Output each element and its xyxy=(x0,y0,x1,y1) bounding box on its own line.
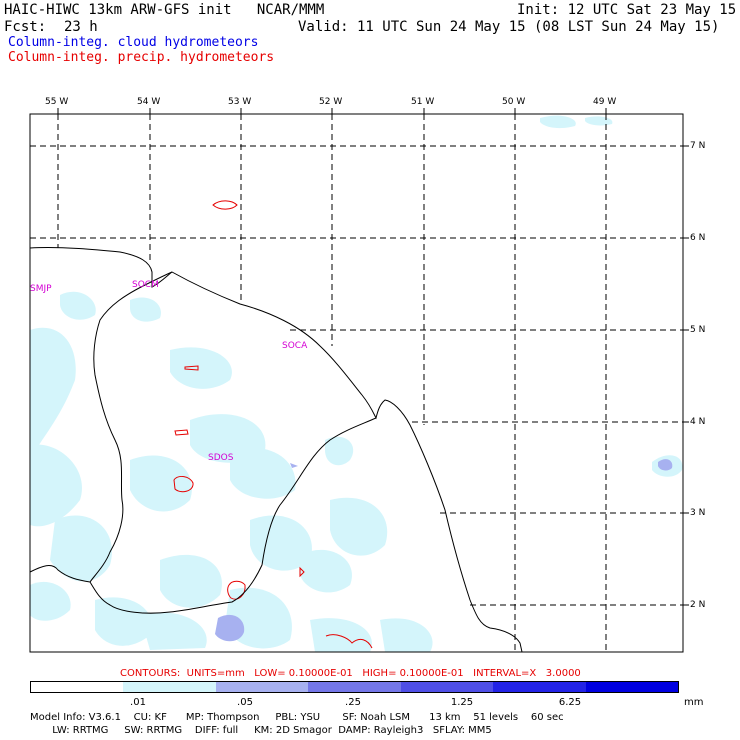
scale-tick: 6.25 xyxy=(558,697,582,708)
lat-label: 5 N xyxy=(690,325,706,335)
station-label: SDOS xyxy=(208,453,234,463)
run-title: HAIC-HIWC 13km ARW-GFS init NCAR/MMM xyxy=(4,2,325,18)
lon-label: 49 W xyxy=(593,97,617,107)
lat-label: 6 N xyxy=(690,233,706,243)
color-scale xyxy=(30,681,679,693)
scale-tick: .01 xyxy=(130,697,146,708)
scale-tick: 1.25 xyxy=(450,697,474,708)
lat-label: 2 N xyxy=(690,600,706,610)
lon-label: 54 W xyxy=(137,97,161,107)
scale-bin xyxy=(400,682,494,692)
valid-time: Valid: 11 UTC Sun 24 May 15 (08 LST Sun … xyxy=(298,19,720,35)
scale-bin xyxy=(123,682,216,692)
station-label: SMJP xyxy=(30,284,52,294)
lon-label: 51 W xyxy=(411,97,435,107)
lat-label: 3 N xyxy=(690,508,706,518)
lon-label: 53 W xyxy=(228,97,252,107)
frame-ticks xyxy=(57,108,689,606)
forecast-label: Fcst: xyxy=(4,19,47,35)
scale-units: mm xyxy=(684,697,704,708)
lat-label: 4 N xyxy=(690,417,706,427)
map-frame xyxy=(29,113,684,653)
lat-label: 7 N xyxy=(690,141,706,151)
scale-tick: .05 xyxy=(237,697,253,708)
cloud-shading xyxy=(30,115,683,652)
cloud-field-label: Column-integ. cloud hydrometeors xyxy=(8,35,259,50)
lon-label: 50 W xyxy=(502,97,526,107)
lon-label: 55 W xyxy=(45,97,69,107)
coastline xyxy=(29,246,523,653)
cloud-shading-medium xyxy=(215,459,673,642)
lon-label: 52 W xyxy=(319,97,343,107)
precip-field-label: Column-integ. precip. hydrometeors xyxy=(8,50,275,65)
precip-contours xyxy=(173,200,373,649)
model-info-line2: LW: RRTMG SW: RRTMG DIFF: full KM: 2D Sm… xyxy=(30,725,492,736)
latlon-grid xyxy=(30,114,683,652)
contour-info: CONTOURS: UNITS=mm LOW= 0.10000E-01 HIGH… xyxy=(120,668,581,679)
forecast-hour: 23 h xyxy=(64,19,98,35)
scale-bin xyxy=(493,682,586,692)
scale-bin xyxy=(31,682,124,692)
model-info-line1: Model Info: V3.6.1 CU: KF MP: Thompson P… xyxy=(30,712,564,723)
scale-bin xyxy=(585,682,678,692)
init-time: Init: 12 UTC Sat 23 May 15 xyxy=(517,2,737,18)
station-label: SOCM xyxy=(132,280,159,290)
scale-tick: .25 xyxy=(345,697,361,708)
station-label: SOCA xyxy=(282,341,308,351)
scale-bin xyxy=(308,682,401,692)
scale-bin xyxy=(215,682,309,692)
